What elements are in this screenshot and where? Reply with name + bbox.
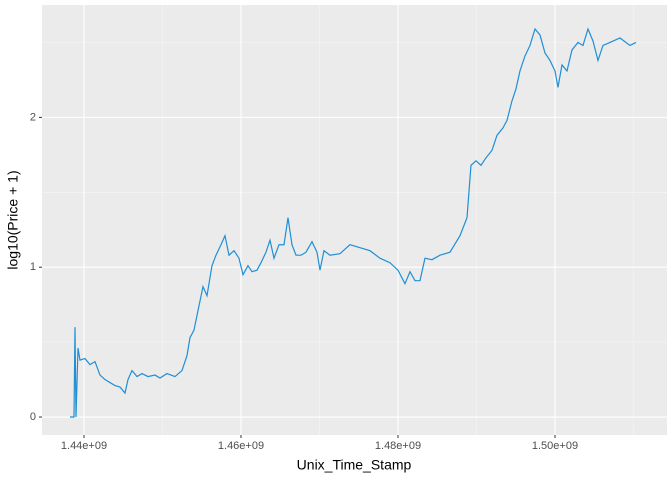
panel xyxy=(42,5,667,435)
x-tick-label: 1.46e+09 xyxy=(218,440,264,452)
y-axis-title: log10(Price + 1) xyxy=(5,170,21,269)
x-tick-label: 1.44e+09 xyxy=(61,440,107,452)
y-tick-label: 1 xyxy=(30,261,36,273)
price-line xyxy=(69,27,637,418)
y-tick-label: 0 xyxy=(30,411,36,423)
x-tick-label: 1.48e+09 xyxy=(375,440,421,452)
y-tick-label: 2 xyxy=(30,111,36,123)
x-axis-title: Unix_Time_Stamp xyxy=(297,457,412,473)
x-tick-label: 1.50e+09 xyxy=(532,440,578,452)
